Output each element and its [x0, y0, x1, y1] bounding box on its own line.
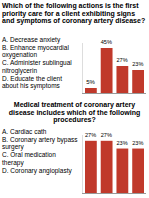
svg-text:45%: 45% [101, 39, 112, 45]
svg-text:23%: 23% [116, 140, 127, 146]
svg-text:5%: 5% [86, 79, 95, 85]
html-text:D. Educate the client about hi: D. Educate the client about his symptoms [2, 74, 62, 89]
html-text:C. Oral medication therapy: C. Oral medication therapy [2, 151, 56, 166]
svg-text:27%: 27% [101, 132, 112, 138]
html-text:A. Cardiac cath: A. Cardiac cath [2, 128, 47, 135]
svg-text:27%: 27% [85, 132, 96, 138]
svg-text:23%: 23% [132, 61, 143, 67]
html-text:B. Coronary artery bypass surg: B. Coronary artery bypass surgery [2, 136, 78, 151]
svg-text:23%: 23% [132, 140, 143, 146]
html-text:D. Coronary angioplasty: D. Coronary angioplasty [2, 166, 72, 174]
html-text:Medical treatment of coronary: Medical treatment of coronary artery dis… [8, 101, 141, 124]
html-text:B. Enhance myocardial oxygenat: B. Enhance myocardial oxygenation [2, 44, 69, 59]
svg-text:27%: 27% [116, 57, 127, 63]
html-text:A. Decrease anxiety: A. Decrease anxiety [2, 36, 61, 43]
html-text:C. Administer sublingual nitro: C. Administer sublingual nitroglycerin [2, 59, 72, 74]
html-text:Which of the following actions: Which of the following actions is the fi… [2, 2, 146, 25]
